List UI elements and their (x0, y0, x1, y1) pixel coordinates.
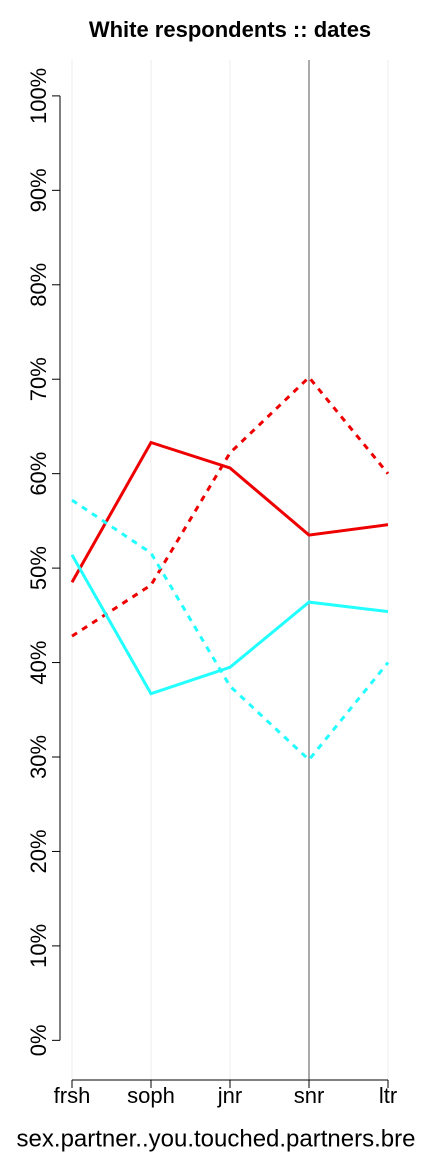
y-tick-label: 40% (26, 641, 51, 685)
y-tick-label: 10% (26, 924, 51, 968)
y-tick-label: 30% (26, 735, 51, 779)
y-tick-label: 70% (26, 357, 51, 401)
y-tick-label: 80% (26, 263, 51, 307)
series-line (71, 498, 390, 763)
x-axis-label: sex.partner..you.touched.partners.bre (17, 1125, 416, 1152)
y-tick-label: 50% (26, 546, 51, 590)
x-tick-label: soph (127, 1083, 175, 1108)
x-tick-label: ltr (379, 1083, 397, 1108)
x-tick-label: frsh (54, 1083, 91, 1108)
x-tick-label: jnr (217, 1083, 242, 1108)
chart-title: White respondents :: dates (89, 17, 371, 42)
y-tick-label: 100% (26, 68, 51, 124)
y-tick-label: 20% (26, 829, 51, 873)
y-tick-label: 90% (26, 168, 51, 212)
series-line (71, 375, 390, 638)
series-line (70, 554, 389, 696)
y-tick-label: 60% (26, 452, 51, 496)
y-tick-label: 0% (26, 1024, 51, 1056)
x-tick-label: snr (294, 1083, 325, 1108)
series-line (70, 440, 389, 584)
